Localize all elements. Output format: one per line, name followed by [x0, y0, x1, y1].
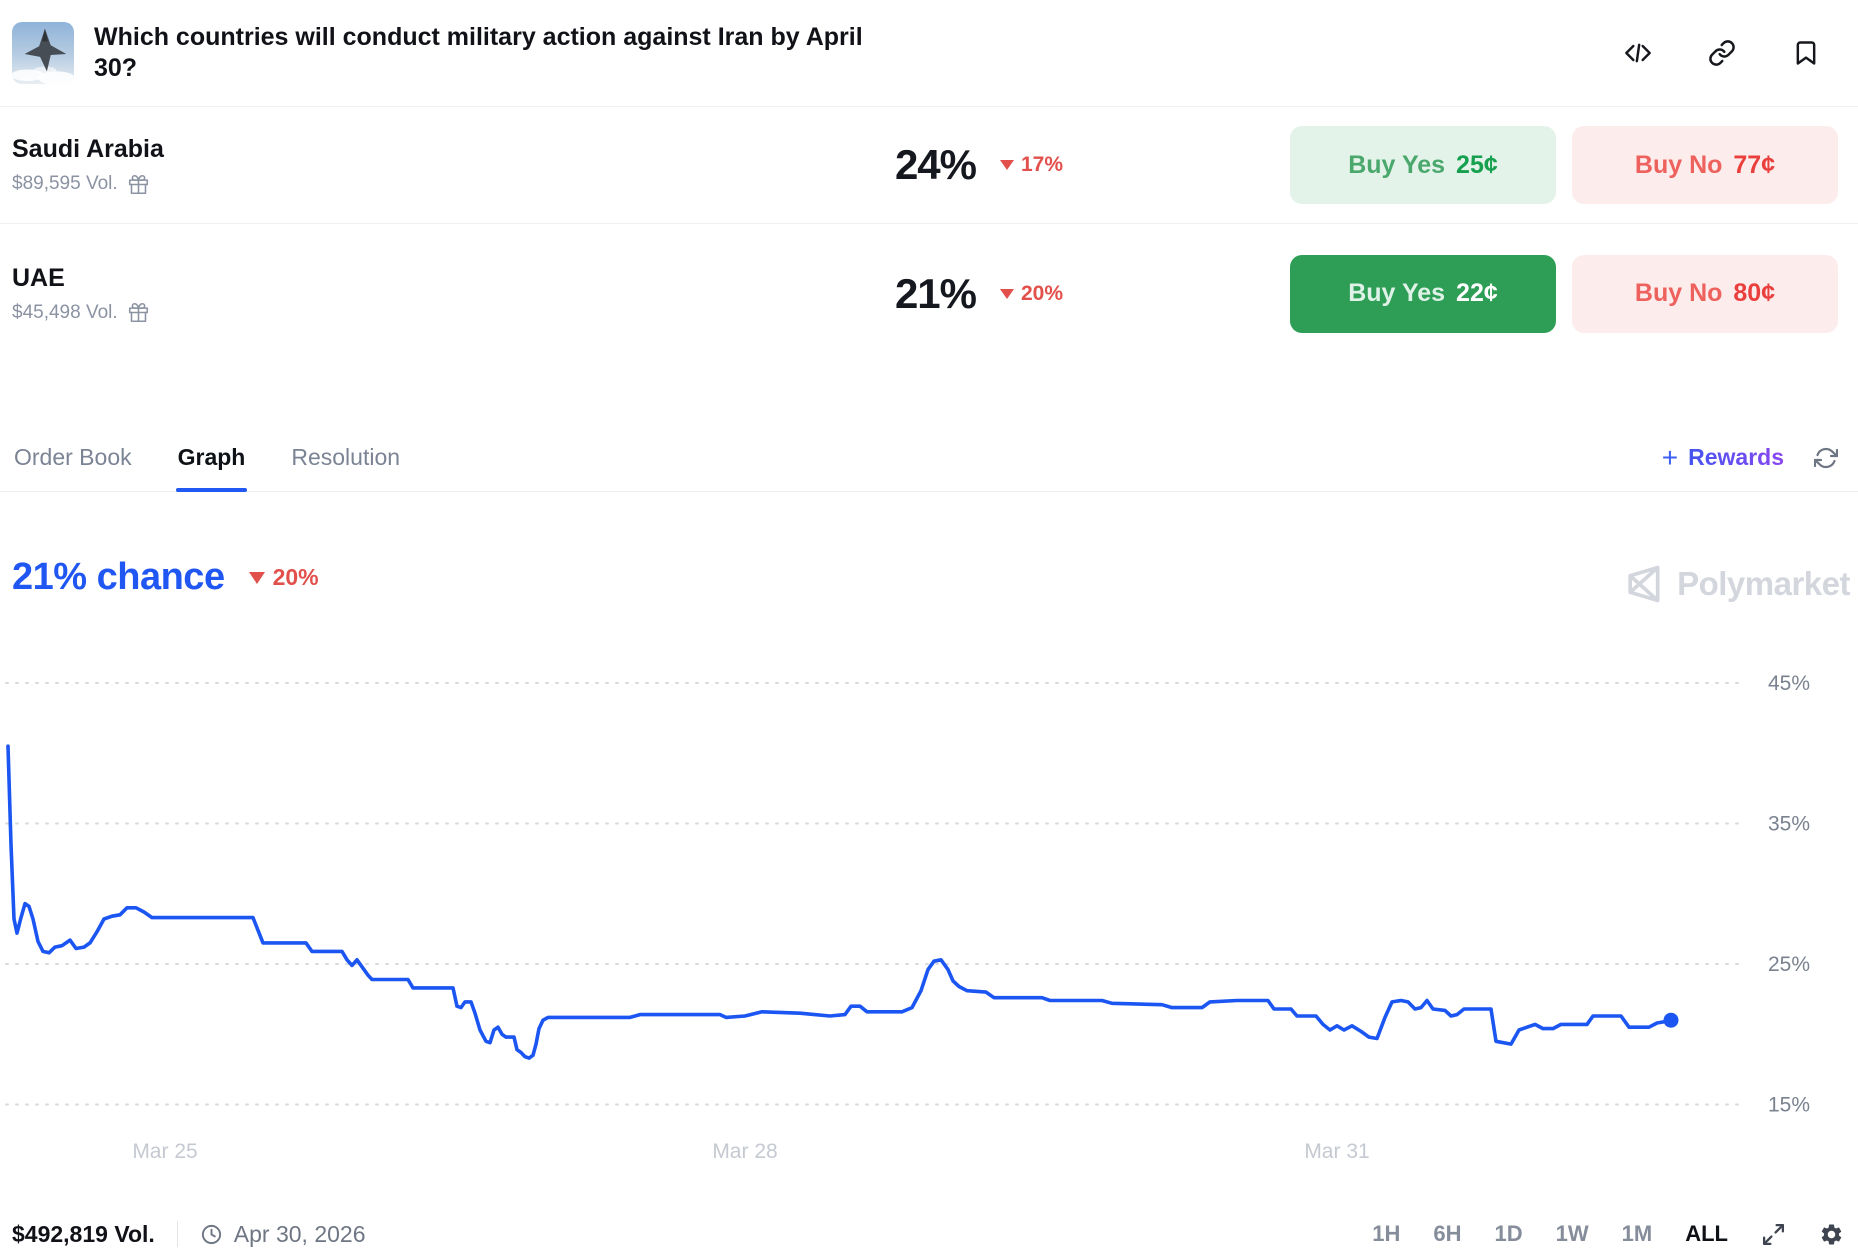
outcome-buttons: Buy Yes 25¢ Buy No 77¢: [1290, 126, 1838, 204]
buy-no-label: Buy No: [1634, 150, 1723, 179]
range-all[interactable]: ALL: [1685, 1221, 1728, 1246]
tab-order-book[interactable]: Order Book: [14, 444, 132, 470]
range-6h[interactable]: 6H: [1433, 1221, 1462, 1246]
outcome-chance: 24%: [894, 141, 977, 188]
chart-chance-header: 21% chance 20%: [12, 556, 319, 599]
gift-rewards-icon[interactable]: [128, 302, 149, 323]
watermark-text: Polymarket: [1677, 565, 1850, 602]
outcome-name: Saudi Arabia: [12, 135, 164, 163]
buy-no-button[interactable]: Buy No 77¢: [1572, 126, 1838, 204]
buy-yes-price: 22¢: [1456, 279, 1498, 307]
outcome-name: UAE: [12, 263, 65, 292]
down-arrow-icon: [1000, 288, 1014, 299]
buy-yes-price: 25¢: [1456, 150, 1498, 179]
outcome-delta: 20%: [1000, 282, 1090, 306]
chart-footer: $492,819 Vol. Apr 30, 2026 1H 6H 1D 1W 1…: [0, 1208, 1858, 1260]
outcome-volume: $45,498 Vol.: [12, 302, 149, 324]
header-actions: [1624, 39, 1838, 67]
range-1d[interactable]: 1D: [1494, 1221, 1523, 1246]
plus-icon: +: [1661, 441, 1679, 473]
polymarket-logo-icon: [1628, 565, 1660, 603]
outcome-volume-text: $45,498 Vol.: [12, 301, 118, 323]
buy-yes-button[interactable]: Buy Yes 25¢: [1290, 126, 1556, 204]
chance-value: 21% chance: [12, 556, 225, 598]
refresh-icon[interactable]: [1814, 446, 1838, 470]
fighter-jet-image: [12, 28, 74, 84]
outcome-volume-text: $89,595 Vol.: [12, 173, 118, 194]
outcome-delta-value: 17%: [1021, 153, 1064, 176]
outcome-delta: 17%: [1000, 153, 1090, 177]
buy-yes-label: Buy Yes: [1348, 279, 1446, 307]
tab-bar: Order Book Graph Resolution + Rewards: [0, 424, 1858, 492]
market-header: Which countries will conduct military ac…: [0, 0, 1858, 106]
range-1h[interactable]: 1H: [1372, 1221, 1401, 1246]
price-line: [6, 744, 1673, 1060]
bookmark-icon[interactable]: [1792, 39, 1820, 67]
line-chart: 45% 35% 25% 15% Mar 25 Mar 28 Mar 31: [5, 672, 1810, 1163]
divider: [176, 1221, 178, 1247]
buy-yes-button[interactable]: Buy Yes 22¢: [1290, 254, 1556, 333]
x-axis-label: Mar 28: [712, 1140, 777, 1163]
outcome-delta-value: 20%: [1021, 281, 1064, 305]
tab-graph[interactable]: Graph: [175, 424, 248, 492]
outcome-chance-group: 21% 20%: [786, 270, 1090, 318]
outcome-info: Saudi Arabia $89,595 Vol.: [12, 135, 164, 195]
clock-icon: [200, 1223, 223, 1246]
market-title: Which countries will conduct military ac…: [94, 23, 863, 82]
buy-no-button[interactable]: Buy No 80¢: [1572, 254, 1838, 333]
total-volume: $492,819 Vol.: [12, 1220, 155, 1247]
chance-delta: 20%: [248, 564, 319, 591]
outcome-buttons: Buy Yes 22¢ Buy No 80¢: [1290, 254, 1838, 333]
chance-delta-value: 20%: [272, 564, 319, 590]
y-axis-label: 15%: [1768, 1094, 1810, 1117]
rewards-label: Rewards: [1688, 444, 1784, 470]
outcome-chance-group: 24% 17%: [786, 141, 1090, 189]
buy-no-price: 77¢: [1733, 150, 1776, 179]
time-range-selector: 1H 6H 1D 1W 1M ALL: [1372, 1221, 1728, 1247]
price-chart[interactable]: 45% 35% 25% 15% Mar 25 Mar 28 Mar 31: [0, 600, 1858, 1200]
expand-chart-icon[interactable]: [1761, 1222, 1786, 1247]
buy-yes-label: Buy Yes: [1348, 150, 1446, 179]
buy-no-price: 80¢: [1733, 279, 1776, 307]
x-axis-label: Mar 31: [1304, 1140, 1369, 1163]
settings-gear-icon[interactable]: [1819, 1222, 1844, 1247]
down-arrow-icon: [248, 571, 265, 584]
end-date: Apr 30, 2026: [233, 1220, 366, 1247]
polymarket-watermark: Polymarket: [1621, 562, 1850, 606]
rewards-button[interactable]: + Rewards: [1661, 441, 1784, 473]
x-axis-label: Mar 25: [132, 1140, 197, 1163]
latest-price-dot: [1663, 1012, 1679, 1028]
outcome-volume: $89,595 Vol.: [12, 173, 164, 195]
tab-resolution[interactable]: Resolution: [291, 444, 401, 470]
buy-no-label: Buy No: [1634, 279, 1723, 307]
range-1w[interactable]: 1W: [1555, 1221, 1589, 1246]
market-thumbnail: [12, 22, 74, 84]
range-1m[interactable]: 1M: [1621, 1221, 1653, 1246]
outcome-row-saudi-arabia: Saudi Arabia $89,595 Vol. 24% 17% Buy Ye…: [0, 106, 1858, 223]
down-arrow-icon: [1000, 160, 1014, 170]
copy-link-icon[interactable]: [1708, 39, 1736, 67]
y-axis-label: 25%: [1768, 953, 1810, 976]
gift-rewards-icon[interactable]: [128, 174, 149, 195]
outcome-info: UAE $45,498 Vol.: [12, 264, 149, 324]
y-axis-label: 35%: [1768, 813, 1810, 836]
outcome-chance: 21%: [894, 269, 977, 317]
outcome-row-uae: UAE $45,498 Vol. 21% 20% Buy Yes 22¢ Buy…: [0, 223, 1858, 363]
embed-code-icon[interactable]: [1624, 39, 1652, 67]
y-axis-label: 45%: [1768, 672, 1810, 695]
